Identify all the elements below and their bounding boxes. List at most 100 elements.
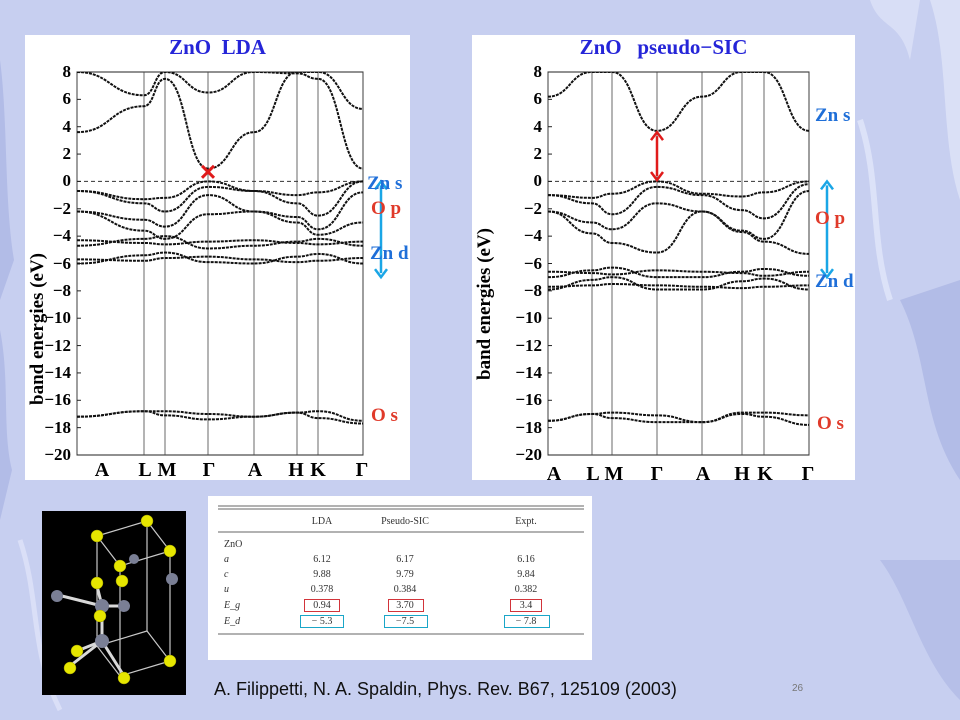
kpoint-label: A (695, 463, 711, 485)
arrow-head-up-icon (649, 130, 665, 141)
crystal-structure-drawing (51, 514, 178, 685)
table-section-label: ZnO (224, 539, 243, 550)
band-line (548, 269, 809, 277)
y-tick-label: −10 (515, 308, 542, 328)
kpoint-label: K (757, 463, 773, 485)
arrow-head-down-icon (650, 171, 664, 183)
table-cell: 9.84 (517, 569, 535, 580)
y-tick-label: −4 (523, 226, 542, 246)
highlight-box-lda-ed (300, 615, 344, 628)
table-cell: 9.79 (396, 569, 414, 580)
zn-s-label: Zn s (367, 173, 403, 194)
o-p-label: O p (371, 198, 402, 219)
table-header-expt: Expt. (515, 516, 537, 527)
band-line (77, 251, 363, 265)
band-line (548, 412, 809, 426)
highlight-box-expt-ed (504, 615, 550, 628)
y-tick-label: −12 (44, 335, 71, 355)
table-cell: 6.16 (517, 554, 535, 565)
y-tick-label: 6 (62, 89, 72, 109)
y-tick-label: −8 (523, 280, 542, 300)
panel-title: ZnO LDA (169, 35, 266, 59)
band-line (77, 239, 363, 246)
kpoint-label: H (734, 463, 750, 485)
y-tick-label: 2 (62, 144, 72, 164)
kpoint-label: Γ (202, 459, 216, 481)
row-label: c (224, 569, 229, 580)
y-tick-label: 4 (62, 116, 72, 136)
band-line (77, 72, 363, 170)
row-label: E_d (224, 616, 241, 627)
y-tick-label: −14 (515, 362, 542, 382)
band-line (77, 72, 363, 170)
band-line (548, 276, 809, 291)
o-p-label: O p (815, 208, 846, 229)
band-line (77, 410, 363, 422)
band-line (77, 255, 363, 264)
band-line (548, 266, 809, 279)
y-tick-label: −10 (44, 308, 71, 328)
row-label: E_g (224, 600, 241, 611)
table-header-sic: Pseudo-SIC (381, 516, 429, 527)
band-line (77, 191, 363, 231)
arrow-head-down-icon (374, 268, 388, 280)
highlight-box-lda-eg (304, 599, 340, 612)
highlight-box-expt-eg (510, 599, 542, 612)
y-tick-label: −14 (44, 362, 71, 382)
band-line (548, 183, 809, 220)
y-tick-label: 2 (533, 144, 543, 164)
wurtzite-crystal-image (42, 511, 186, 695)
y-tick-label: −18 (515, 417, 542, 437)
table-cell: 0.94 (313, 600, 331, 611)
table-rules (218, 505, 584, 635)
y-tick-label: −20 (515, 445, 542, 464)
row-label: u (224, 584, 229, 595)
kpoint-label: Γ (355, 459, 369, 481)
table-cell: 3.4 (519, 600, 533, 611)
plot-frame (76, 71, 364, 456)
table-cell: 0.384 (393, 584, 417, 595)
kpoint-label: L (586, 463, 600, 485)
kpoint-label: Γ (801, 463, 815, 485)
y-tick-label: −6 (523, 253, 542, 273)
y-tick-label: −6 (52, 253, 71, 273)
band-structure-chart (547, 71, 834, 456)
y-tick-label: −20 (44, 445, 71, 464)
table-cell: 0.382 (514, 584, 538, 595)
table-cell: 0.378 (310, 584, 334, 595)
page-number: 26 (792, 683, 804, 694)
band-line (77, 180, 363, 217)
table-cell: 3.70 (396, 600, 414, 611)
band-line (77, 180, 363, 201)
table-cell: − 5.3 (311, 616, 333, 627)
zn-d-label: Zn d (815, 271, 854, 292)
band-line (548, 283, 809, 290)
kpoint-label: M (604, 463, 624, 485)
highlight-box-sic-ed (384, 615, 428, 628)
citation-text: A. Filippetti, N. A. Spaldin, Phys. Rev.… (214, 679, 677, 699)
table-header-lda: LDA (311, 516, 333, 527)
kpoint-label: A (247, 459, 263, 481)
cross-icon (200, 164, 216, 179)
kpoint-label: H (288, 459, 304, 481)
band-line (548, 180, 809, 199)
panel-title: ZnO pseudo−SIC (579, 35, 748, 59)
y-tick-label: −16 (515, 390, 542, 410)
comparison-table: LDA Pseudo-SIC Expt. ZnO a 6.12 6.17 6.1… (208, 496, 592, 660)
kpoint-label: A (546, 463, 562, 485)
arrow-head-down-icon (820, 268, 834, 280)
table-cell: 6.17 (396, 554, 414, 565)
kpoint-label: A (94, 459, 110, 481)
y-tick-label: 6 (533, 89, 543, 109)
table-cell: 9.88 (313, 569, 331, 580)
table-cell: −7.5 (395, 616, 415, 627)
y-tick-label: −2 (52, 198, 71, 218)
y-tick-label: 0 (62, 171, 72, 191)
highlight-box-sic-eg (388, 599, 424, 612)
table-cell: − 7.8 (515, 616, 537, 627)
band-structure-sic-panel: ZnO pseudo−SIC band energies (eV) 8 6 4 2 0−… (472, 35, 855, 485)
table-cell: 6.12 (313, 554, 331, 565)
band-line (548, 190, 809, 240)
y-tick-label: 8 (62, 62, 72, 81)
band-structure-lda-panel: ZnO LDA band energies (eV) 8 6 4 2 0 −2 −4 −6 −8… (25, 35, 410, 481)
